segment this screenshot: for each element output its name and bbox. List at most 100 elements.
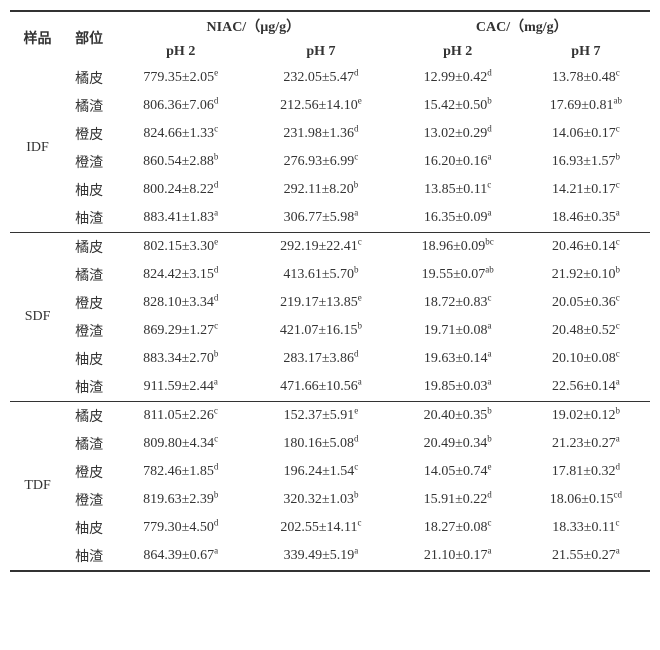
significance-superscript: d (354, 348, 359, 358)
table-row: SDF橘皮802.15±3.30e292.19±22.41c18.96±0.09… (10, 233, 650, 262)
significance-superscript: c (214, 320, 218, 330)
value-cell: 18.72±0.83c (394, 289, 522, 317)
significance-superscript: d (487, 67, 492, 77)
part-cell: 柚渣 (65, 373, 113, 402)
value-cell: 413.61±5.70b (248, 261, 393, 289)
value-cell: 15.91±0.22d (394, 486, 522, 514)
significance-superscript: c (616, 67, 620, 77)
value-cell: 320.32±1.03b (248, 486, 393, 514)
significance-superscript: b (214, 489, 219, 499)
value-cell: 152.37±5.91e (248, 402, 393, 431)
significance-superscript: bc (485, 236, 494, 246)
value-cell: 20.49±0.34b (394, 430, 522, 458)
table-row: 柚渣883.41±1.83a306.77±5.98a16.35±0.09a18.… (10, 204, 650, 233)
value-cell: 13.78±0.48c (522, 64, 650, 92)
value-cell: 21.23±0.27a (522, 430, 650, 458)
significance-superscript: d (487, 123, 492, 133)
significance-superscript: c (616, 123, 620, 133)
header-niac: NIAC/（µg/g） (113, 11, 393, 40)
table-row: 橙皮782.46±1.85d196.24±1.54c14.05±0.74e17.… (10, 458, 650, 486)
significance-superscript: c (354, 151, 358, 161)
significance-superscript: a (616, 207, 620, 217)
value-cell: 471.66±10.56a (248, 373, 393, 402)
header-niac-ph7: pH 7 (248, 40, 393, 64)
value-cell: 212.56±14.10e (248, 92, 393, 120)
significance-superscript: b (487, 433, 492, 443)
value-cell: 20.48±0.52c (522, 317, 650, 345)
significance-superscript: d (214, 292, 219, 302)
group-name: IDF (10, 64, 65, 233)
significance-superscript: e (354, 405, 358, 415)
value-cell: 180.16±5.08d (248, 430, 393, 458)
part-cell: 柚皮 (65, 345, 113, 373)
table-row: 柚皮883.34±2.70b283.17±3.86d19.63±0.14a20.… (10, 345, 650, 373)
value-cell: 883.34±2.70b (113, 345, 248, 373)
significance-superscript: c (488, 292, 492, 302)
significance-superscript: a (214, 376, 218, 386)
table-row: 橙渣860.54±2.88b276.93±6.99c16.20±0.16a16.… (10, 148, 650, 176)
value-cell: 819.63±2.39b (113, 486, 248, 514)
header-part: 部位 (65, 11, 113, 64)
value-cell: 19.63±0.14a (394, 345, 522, 373)
value-cell: 232.05±5.47d (248, 64, 393, 92)
value-cell: 18.06±0.15cd (522, 486, 650, 514)
significance-superscript: c (354, 461, 358, 471)
significance-superscript: a (358, 376, 362, 386)
significance-superscript: c (358, 517, 362, 527)
header-sample: 样品 (10, 11, 65, 64)
significance-superscript: c (615, 517, 619, 527)
value-cell: 196.24±1.54c (248, 458, 393, 486)
value-cell: 22.56±0.14a (522, 373, 650, 402)
value-cell: 802.15±3.30e (113, 233, 248, 262)
value-cell: 21.10±0.17a (394, 542, 522, 571)
value-cell: 800.24±8.22d (113, 176, 248, 204)
significance-superscript: d (354, 67, 359, 77)
part-cell: 柚皮 (65, 514, 113, 542)
value-cell: 824.66±1.33c (113, 120, 248, 148)
value-cell: 864.39±0.67a (113, 542, 248, 571)
table-row: 橘渣809.80±4.34c180.16±5.08d20.49±0.34b21.… (10, 430, 650, 458)
value-cell: 13.85±0.11c (394, 176, 522, 204)
value-cell: 283.17±3.86d (248, 345, 393, 373)
part-cell: 柚皮 (65, 176, 113, 204)
part-cell: 橘渣 (65, 430, 113, 458)
table-body: IDF橘皮779.35±2.05e232.05±5.47d12.99±0.42d… (10, 64, 650, 571)
value-cell: 14.21±0.17c (522, 176, 650, 204)
significance-superscript: a (488, 151, 492, 161)
significance-superscript: a (354, 207, 358, 217)
significance-superscript: a (616, 433, 620, 443)
value-cell: 17.81±0.32d (522, 458, 650, 486)
significance-superscript: cd (613, 489, 622, 499)
significance-superscript: d (615, 461, 620, 471)
significance-superscript: c (488, 517, 492, 527)
value-cell: 824.42±3.15d (113, 261, 248, 289)
table-row: 柚皮800.24±8.22d292.11±8.20b13.85±0.11c14.… (10, 176, 650, 204)
significance-superscript: ab (613, 95, 622, 105)
value-cell: 276.93±6.99c (248, 148, 393, 176)
significance-superscript: d (354, 433, 359, 443)
value-cell: 421.07±16.15b (248, 317, 393, 345)
value-cell: 19.55±0.07ab (394, 261, 522, 289)
table-row: 橘渣806.36±7.06d212.56±14.10e15.42±0.50b17… (10, 92, 650, 120)
part-cell: 橘皮 (65, 64, 113, 92)
significance-superscript: c (616, 179, 620, 189)
significance-superscript: c (616, 348, 620, 358)
part-cell: 橙皮 (65, 458, 113, 486)
data-table: 样品 部位 NIAC/（µg/g） CAC/（mg/g） pH 2 pH 7 p… (10, 10, 650, 572)
part-cell: 橙渣 (65, 148, 113, 176)
significance-superscript: d (354, 123, 359, 133)
significance-superscript: d (214, 95, 219, 105)
significance-superscript: c (358, 236, 362, 246)
significance-superscript: d (214, 264, 219, 274)
value-cell: 20.05±0.36c (522, 289, 650, 317)
significance-superscript: b (354, 489, 359, 499)
significance-superscript: a (488, 320, 492, 330)
value-cell: 869.29±1.27c (113, 317, 248, 345)
significance-superscript: c (616, 320, 620, 330)
significance-superscript: b (214, 348, 219, 358)
significance-superscript: b (615, 264, 620, 274)
significance-superscript: e (358, 95, 362, 105)
value-cell: 18.33±0.11c (522, 514, 650, 542)
table-header: 样品 部位 NIAC/（µg/g） CAC/（mg/g） pH 2 pH 7 p… (10, 11, 650, 64)
table-row: 柚皮779.30±4.50d202.55±14.11c18.27±0.08c18… (10, 514, 650, 542)
